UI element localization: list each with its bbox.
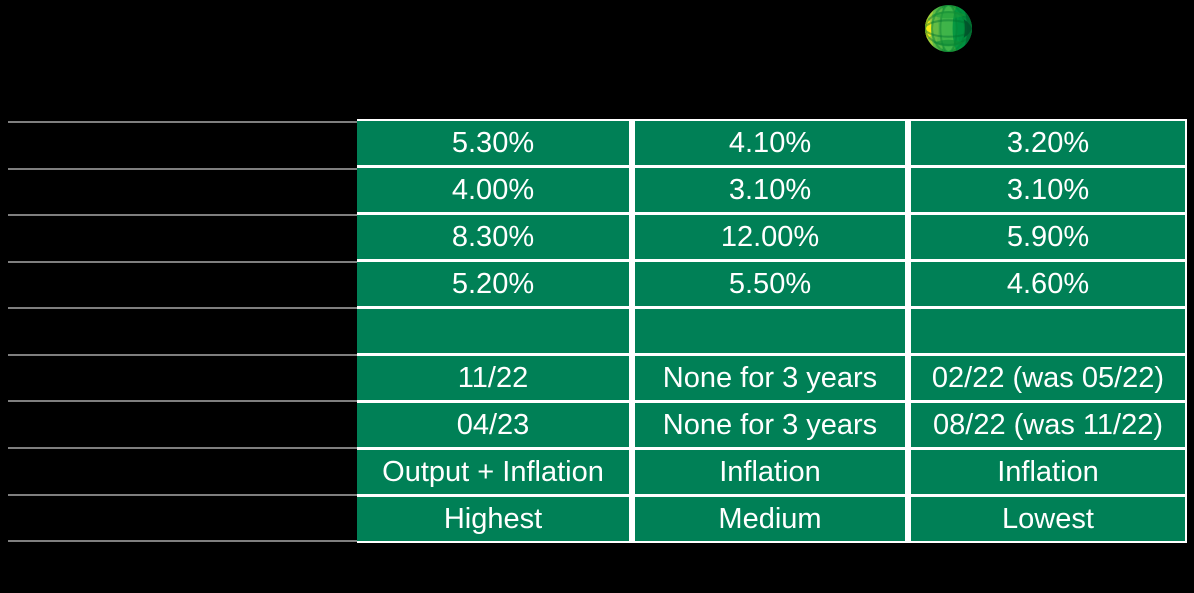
row-label-column: [8, 121, 357, 542]
table-cell: Highest: [357, 497, 629, 541]
table-cell-empty: [635, 309, 905, 353]
table-cell: Output + Inflation: [357, 450, 629, 494]
table-cell: 5.20%: [357, 262, 629, 306]
table-cell: 8.30%: [357, 215, 629, 259]
row-label: [8, 400, 357, 447]
row-label: [8, 307, 357, 354]
row-label: [8, 493, 357, 541]
table-cell: None for 3 years: [635, 356, 905, 400]
table-cell: Inflation: [911, 450, 1185, 494]
row-label: [8, 353, 357, 401]
row-label: [8, 214, 357, 261]
table-cell: 12.00%: [635, 215, 905, 259]
row-label: [8, 446, 357, 494]
faceted-globe-logo-icon: [925, 5, 972, 52]
table-cell: 5.30%: [357, 121, 629, 165]
table-cell: 5.50%: [635, 262, 905, 306]
table-cell-empty: [911, 309, 1185, 353]
table-cell: 5.90%: [911, 215, 1185, 259]
table-cell: 3.20%: [911, 121, 1185, 165]
table-cell: 3.10%: [911, 168, 1185, 212]
table-cell: None for 3 years: [635, 403, 905, 447]
table-cell: 02/22 (was 05/22): [911, 356, 1185, 400]
table-cell: 3.10%: [635, 168, 905, 212]
table-cell: 4.10%: [635, 121, 905, 165]
table-cell: 08/22 (was 11/22): [911, 403, 1185, 447]
row-label: [8, 260, 357, 308]
table-cell-empty: [357, 309, 629, 353]
table-cell: 04/23: [357, 403, 629, 447]
table-cell: 11/22: [357, 356, 629, 400]
data-table: 5.30% 4.10% 3.20% 4.00% 3.10% 3.10% 8.30…: [357, 119, 1187, 543]
row-label: [8, 121, 357, 168]
table-cell: Medium: [635, 497, 905, 541]
table-cell: 4.00%: [357, 168, 629, 212]
table-cell: Lowest: [911, 497, 1185, 541]
table-cell: Inflation: [635, 450, 905, 494]
row-label: [8, 167, 357, 215]
table-cell: 4.60%: [911, 262, 1185, 306]
